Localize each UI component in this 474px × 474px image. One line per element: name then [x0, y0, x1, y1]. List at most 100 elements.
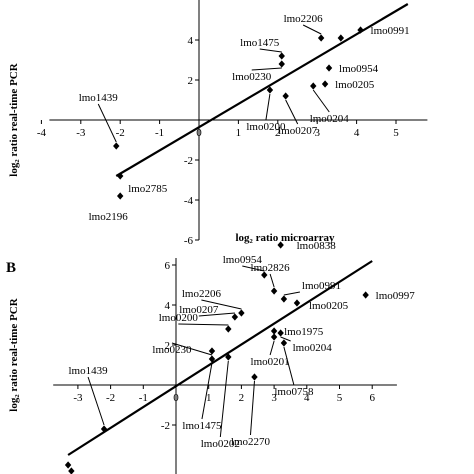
data-point-marker — [208, 355, 216, 363]
panel-letter: B — [6, 260, 16, 276]
label-leader-line — [201, 299, 242, 310]
data-point-marker — [225, 353, 232, 361]
data-point-label: lmo2826 — [251, 262, 291, 274]
data-point-marker — [225, 325, 232, 333]
data-point-marker — [280, 295, 288, 303]
data-point-marker — [280, 339, 288, 347]
data-point-label: lmo0838 — [297, 240, 337, 252]
chart-panel-a: -4-3-2-1012345-6-4-224lmo2487lmo0838lmo2… — [8, 0, 428, 247]
data-point-label: lmo0954 — [339, 63, 379, 75]
data-point-marker — [100, 425, 108, 433]
data-point-marker — [117, 172, 124, 180]
data-point-marker — [231, 313, 239, 321]
label-leader-line — [283, 291, 301, 296]
x-tick-label: -1 — [155, 127, 164, 139]
label-leader-line — [219, 360, 229, 438]
label-leader-line — [283, 346, 295, 386]
y-tick-label: 4 — [165, 300, 171, 312]
x-tick-label: -2 — [106, 392, 115, 404]
data-point-label: lmo0207 — [278, 125, 318, 137]
x-tick-label: -3 — [76, 127, 86, 139]
data-point-label: lmo0204 — [293, 342, 333, 354]
data-point-label: lmo0200 — [246, 121, 286, 133]
data-point-marker — [293, 299, 301, 307]
x-tick-label: -4 — [37, 127, 47, 139]
x-tick-label: -2 — [116, 127, 125, 139]
x-tick-label: 3 — [314, 127, 320, 139]
data-point-marker — [113, 142, 120, 150]
data-point-label: lmo2196 — [89, 211, 129, 223]
y-tick-label: 4 — [188, 35, 194, 47]
label-leader-line — [269, 273, 275, 288]
regression-line — [67, 260, 373, 456]
x-tick-label: -1 — [139, 392, 148, 404]
y-tick-label: -6 — [184, 235, 194, 247]
data-point-marker — [68, 467, 75, 474]
x-tick-label: 3 — [271, 392, 277, 404]
data-point-label: lmo2206 — [284, 13, 324, 25]
label-leader-line — [269, 340, 275, 356]
label-leader-line — [201, 362, 213, 420]
x-tick-label: 0 — [196, 127, 202, 139]
label-leader-line — [285, 99, 299, 125]
data-point-label: lmo0997 — [376, 290, 416, 302]
data-point-marker — [208, 347, 216, 355]
data-point-label: lmo0205 — [309, 300, 349, 312]
data-point-label: lmo1975 — [284, 326, 324, 338]
data-point-label: lmo2206 — [182, 288, 222, 300]
label-leader-line — [97, 103, 117, 143]
y-tick-label: 2 — [188, 75, 194, 87]
y-tick-label: -2 — [161, 420, 170, 432]
data-point-marker — [278, 52, 285, 60]
data-point-label: lmo0991 — [371, 25, 410, 37]
data-point-label: lmo2785 — [128, 183, 168, 195]
data-point-marker — [362, 291, 369, 299]
data-point-marker — [117, 192, 124, 200]
label-leader-line — [280, 336, 291, 342]
y-axis-title: log₂ ratio real-time PCR — [8, 297, 20, 411]
label-leader-line — [302, 24, 322, 35]
label-leader-line — [198, 312, 235, 317]
x-tick-label: 5 — [393, 127, 399, 139]
data-point-marker — [321, 80, 329, 88]
data-point-marker — [251, 373, 258, 381]
data-point-marker — [266, 86, 274, 94]
x-tick-label: 1 — [236, 127, 242, 139]
x-tick-label: 2 — [275, 127, 281, 139]
data-point-label: lmo0205 — [335, 79, 375, 91]
data-point-marker — [270, 333, 278, 341]
data-point-label: lmo0230 — [152, 344, 192, 356]
data-point-label: lmo0954 — [223, 254, 263, 266]
data-point-marker — [277, 241, 284, 249]
data-point-label: lmo0204 — [310, 113, 350, 125]
x-tick-label: 1 — [206, 392, 212, 404]
label-leader-line — [312, 89, 330, 113]
x-tick-label: -3 — [73, 392, 83, 404]
x-tick-label: 6 — [369, 392, 375, 404]
data-point-label: lmo0991 — [302, 280, 341, 292]
data-point-label: lmo1439 — [79, 92, 119, 104]
x-tick-label: 0 — [173, 392, 179, 404]
data-point-marker — [310, 82, 317, 90]
data-point-marker — [278, 60, 285, 68]
label-leader-line — [178, 323, 229, 326]
data-point-label: lmo2270 — [231, 436, 271, 448]
label-leader-line — [87, 376, 105, 426]
data-point-label: lmo0230 — [232, 71, 272, 83]
data-point-marker — [270, 287, 278, 295]
data-point-label: lmo0200 — [159, 312, 199, 324]
label-leader-line — [251, 67, 282, 71]
data-point-marker — [317, 34, 325, 42]
data-point-label: lmo0202 — [201, 438, 240, 450]
data-point-label: lmo1439 — [68, 365, 108, 377]
data-point-label: lmo1475 — [182, 420, 222, 432]
data-point-marker — [238, 309, 245, 317]
y-tick-label: 2 — [165, 340, 171, 352]
x-tick-label: 2 — [239, 392, 245, 404]
data-point-marker — [325, 64, 333, 72]
y-tick-label: -2 — [184, 155, 193, 167]
label-leader-line — [265, 93, 271, 121]
y-tick-label: 6 — [165, 260, 171, 272]
